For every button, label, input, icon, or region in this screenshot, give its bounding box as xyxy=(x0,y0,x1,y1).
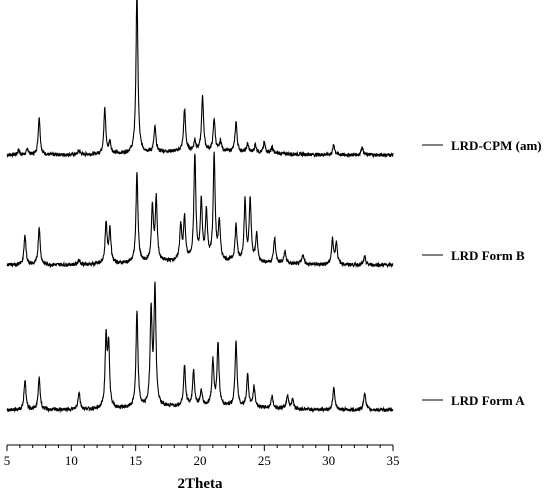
x-tick-label: 20 xyxy=(194,453,207,468)
x-tick-label: 5 xyxy=(4,453,11,468)
x-tick-label: 35 xyxy=(387,453,400,468)
legend: LRD-CPM (am) LRD Form B LRD Form A xyxy=(422,138,542,408)
x-tick-label: 10 xyxy=(65,453,78,468)
legend-label-1: LRD-CPM (am) xyxy=(451,138,542,153)
x-axis-title: 2Theta xyxy=(178,476,224,492)
series-line-3 xyxy=(6,281,394,414)
x-tick-label: 15 xyxy=(129,453,142,468)
trace-group xyxy=(6,0,394,414)
legend-label-3: LRD Form A xyxy=(451,393,525,408)
x-tick-label: 30 xyxy=(322,453,335,468)
legend-label-2: LRD Form B xyxy=(451,248,525,263)
series-line-2 xyxy=(6,151,394,269)
x-axis-ticks: 5 10 15 20 25 30 35 xyxy=(4,445,400,468)
x-tick-label: 25 xyxy=(258,453,271,468)
series-line-1 xyxy=(6,0,394,159)
